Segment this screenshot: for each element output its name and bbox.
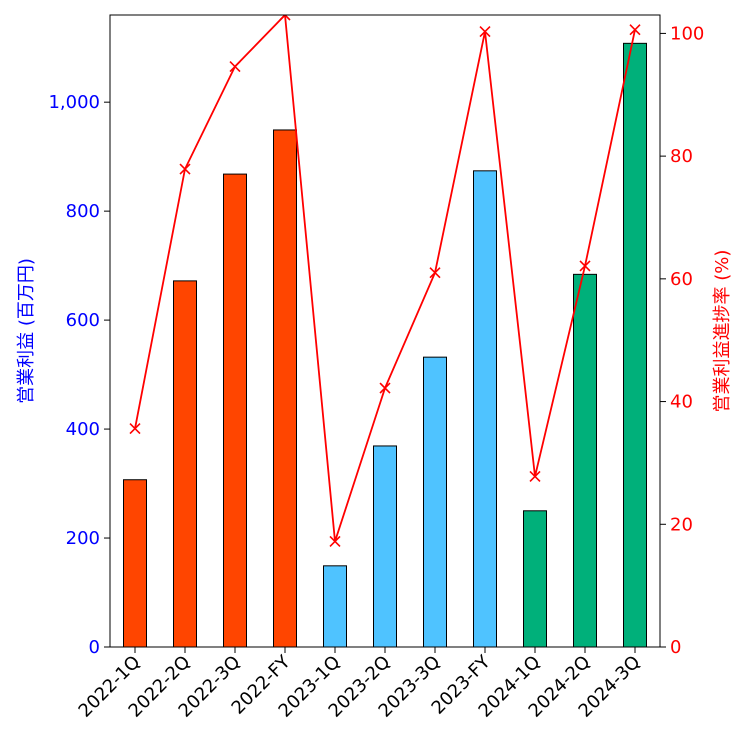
y2-tick-label: 0 xyxy=(670,637,681,658)
y-tick-label: 600 xyxy=(66,310,100,331)
bar-series xyxy=(123,42,647,648)
bar xyxy=(573,273,597,648)
y2-tick-label: 40 xyxy=(670,392,693,413)
line-point-stroke xyxy=(629,24,641,36)
bar xyxy=(173,280,197,648)
y-tick-label: 1,000 xyxy=(48,92,100,113)
line-point-stroke xyxy=(429,267,441,279)
y-tick-label: 800 xyxy=(66,201,100,222)
line-point xyxy=(179,163,191,175)
line-point-stroke xyxy=(529,470,541,482)
line-point xyxy=(129,422,141,435)
line-point xyxy=(329,535,341,548)
y2-tick-label: 100 xyxy=(670,23,704,44)
bar xyxy=(423,356,447,648)
y-axis-title: 営業利益 (百万円) xyxy=(16,258,37,404)
bar xyxy=(373,445,397,648)
y-tick-label: 0 xyxy=(89,637,100,658)
line-point xyxy=(579,260,591,272)
line-point xyxy=(229,60,241,73)
line-point-stroke xyxy=(229,60,241,73)
line-point-stroke xyxy=(379,382,391,394)
y2-tick-label: 20 xyxy=(670,514,693,535)
y2-tick-label: 80 xyxy=(670,146,693,167)
y2-axis-title: 営業利益進捗率 (%) xyxy=(712,250,733,413)
line-point-stroke xyxy=(279,15,287,21)
bar xyxy=(623,42,647,648)
line-point xyxy=(379,382,391,394)
bar xyxy=(273,129,297,648)
bar xyxy=(223,173,247,648)
line-point-stroke xyxy=(579,260,591,272)
bar xyxy=(523,510,547,648)
y2-tick-label: 60 xyxy=(670,269,693,290)
line-point-stroke xyxy=(129,422,141,435)
bar xyxy=(123,479,147,648)
line-point-stroke xyxy=(179,163,191,175)
line-point-stroke xyxy=(283,15,291,21)
line-point-stroke xyxy=(479,26,491,38)
line-series xyxy=(129,15,641,548)
y-tick-label: 200 xyxy=(66,528,100,549)
bar xyxy=(323,565,347,648)
y-tick-label: 400 xyxy=(66,419,100,440)
line-point xyxy=(479,26,491,38)
line-point-stroke xyxy=(329,535,341,548)
line-point xyxy=(529,470,541,482)
line-point xyxy=(629,24,641,36)
line-point xyxy=(279,15,291,21)
line-point xyxy=(429,267,441,279)
bar xyxy=(473,170,497,648)
